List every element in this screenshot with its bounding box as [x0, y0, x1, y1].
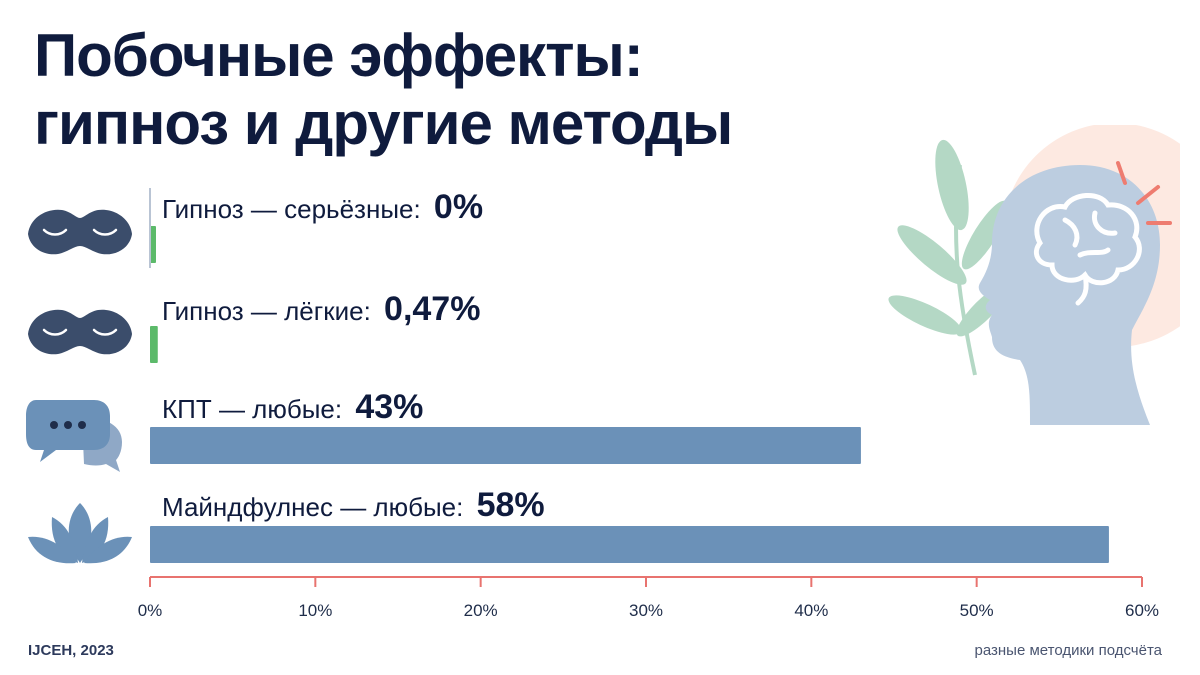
bar-3 — [150, 427, 861, 464]
head-brain-illustration — [888, 125, 1180, 425]
row-value-label: 58% — [477, 486, 545, 524]
bar-4 — [150, 526, 1109, 563]
row-label-3: КПТ — любые: 43% — [162, 388, 423, 426]
row-label-text: Майндфулнес — любые: — [162, 492, 471, 522]
x-tick-label: 50% — [960, 601, 994, 620]
x-tick-label: 0% — [138, 601, 163, 620]
row-value-label: 0,47% — [384, 290, 480, 328]
title-line-2: гипноз и другие методы — [34, 90, 733, 157]
row-value-label: 43% — [355, 388, 423, 426]
row-label-text: Гипноз — серьёзные: — [162, 194, 428, 224]
sleep-mask-icon — [28, 209, 132, 255]
x-tick-label: 40% — [794, 601, 828, 620]
title-line-1: Побочные эффекты: — [34, 22, 644, 89]
x-tick-label: 30% — [629, 601, 663, 620]
row-value-label: 0% — [434, 188, 483, 226]
x-tick-label: 10% — [298, 601, 332, 620]
x-tick-label: 60% — [1125, 601, 1159, 620]
footnote: разные методики подсчёта — [974, 642, 1163, 659]
bar-2 — [150, 326, 158, 363]
bar-1 — [150, 226, 156, 263]
row-label-4: Майндфулнес — любые: 58% — [162, 486, 545, 524]
row-label-2: Гипноз — лёгкие: 0,47% — [162, 290, 480, 328]
source-label: IJCEH, 2023 — [28, 642, 114, 659]
row-label-1: Гипноз — серьёзные: 0% — [162, 188, 483, 226]
x-tick-label: 20% — [464, 601, 498, 620]
row-label-text: Гипноз — лёгкие: — [162, 296, 378, 326]
lotus-icon — [28, 503, 132, 564]
sleep-mask-icon — [28, 309, 132, 355]
row-label-text: КПТ — любые: — [162, 394, 349, 424]
page-title: Побочные эффекты: гипноз и другие методы — [34, 22, 733, 158]
speech-bubbles-icon — [26, 400, 122, 472]
